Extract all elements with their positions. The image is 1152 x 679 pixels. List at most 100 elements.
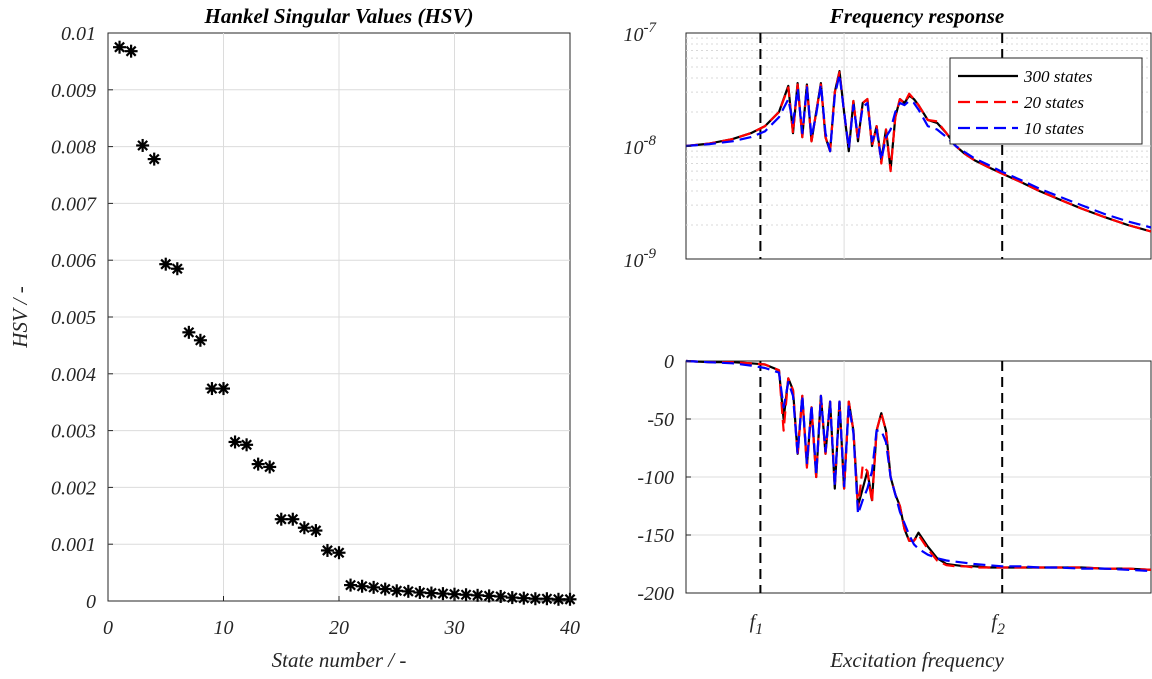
hsv-ytick-label: 0.008 [51, 137, 96, 159]
hsv-point [274, 512, 288, 526]
hsv-point [136, 138, 150, 152]
hsv-title: Hankel Singular Values (HSV) [204, 4, 474, 28]
hsv-markers [113, 40, 577, 606]
hsv-point-stroke [114, 41, 125, 53]
hsv-point [424, 586, 438, 600]
hsv-xtick-label: 30 [444, 617, 465, 639]
hsv-point [182, 325, 196, 339]
hsv-point-stroke [137, 140, 149, 151]
hsv-point-stroke [391, 585, 403, 597]
hsv-point [355, 579, 369, 593]
band-label-2: f2 [991, 611, 1005, 638]
magnitude-ytick-base: 10 [624, 250, 644, 272]
phase-y-ticks: 0 -50 -100 -150 -200 [637, 351, 691, 605]
hsv-point [551, 592, 565, 606]
hsv-point [390, 584, 404, 598]
hsv-point-stroke [333, 547, 345, 559]
hsv-point-stroke [518, 592, 530, 604]
hsv-xtick-label: 0 [103, 617, 113, 639]
hsv-point [286, 512, 300, 526]
hsv-x-ticks: 0 10 20 30 40 [103, 596, 580, 639]
hsv-ytick-label: 0.009 [51, 80, 96, 102]
hsv-point [297, 521, 311, 535]
phase-x-ticks: f1 f2 [750, 611, 1005, 638]
band-label-subscript: 2 [997, 621, 1005, 638]
phase-ytick-label: 0 [664, 351, 674, 373]
hsv-point [401, 584, 415, 598]
band-label-subscript: 1 [755, 621, 763, 638]
hsv-point-stroke [298, 522, 310, 534]
hsv-point-stroke [206, 383, 218, 394]
magnitude-ytick-exp: -9 [644, 246, 657, 262]
magnitude-ytick-base: 10 [624, 137, 644, 159]
magnitude-ytick-exp: -8 [644, 133, 657, 149]
hsv-point [344, 578, 358, 592]
magnitude-ytick-exp: -7 [644, 20, 658, 36]
legend-label-1: 300 states [1023, 67, 1093, 86]
hsv-point-stroke [275, 513, 287, 525]
hsv-point [205, 382, 219, 396]
phase-series [685, 359, 1152, 573]
phase-chart: 0-50-100-150-200 f1 f2 Excitation frequen… [637, 351, 1152, 672]
hsv-point-stroke [171, 263, 183, 275]
hsv-ytick-label: 0.003 [51, 421, 96, 443]
hsv-point [309, 524, 323, 538]
hsv-point [459, 588, 473, 602]
hsv-point-stroke [506, 592, 518, 603]
hsv-point-stroke [553, 593, 564, 605]
hsv-point-stroke [495, 591, 507, 602]
hsv-point [251, 457, 265, 471]
hsv-point-stroke [541, 593, 553, 605]
hsv-point-stroke [379, 583, 391, 595]
hsv-point [378, 582, 392, 596]
hsv-ytick-label: 0 [86, 591, 96, 613]
hsv-point-stroke [426, 587, 437, 599]
hsv-point-stroke [368, 581, 380, 593]
hsv-point [505, 591, 519, 605]
hsv-point [159, 257, 173, 271]
band-label-1: f1 [750, 611, 764, 638]
magnitude-chart: 10-710-810-9 Frequency response 300 stat… [624, 4, 1152, 272]
hsv-point-stroke [472, 589, 483, 601]
hsv-point [170, 262, 184, 276]
legend: 300 states 20 states 10 states [949, 57, 1143, 145]
hsv-ytick-label: 0.002 [51, 477, 96, 499]
hsv-point-stroke [148, 153, 160, 165]
hsv-point-stroke [125, 45, 137, 57]
hsv-xtick-label: 40 [560, 617, 580, 639]
hsv-xlabel: State number / - [272, 648, 407, 672]
phase-band-lines [759, 361, 1004, 593]
hsv-point-stroke [160, 258, 172, 270]
hsv-point-stroke [460, 589, 472, 601]
hsv-ytick-label: 0.005 [51, 307, 96, 329]
magnitude-series [685, 69, 1152, 233]
frequency-response-title: Frequency response [829, 4, 1004, 28]
hsv-point [113, 40, 127, 54]
hsv-point [436, 587, 450, 601]
hsv-point [494, 589, 508, 603]
hsv-point [263, 460, 277, 474]
hsv-xtick-label: 10 [214, 617, 234, 639]
legend-label-2: 20 states [1024, 93, 1084, 112]
hsv-point-stroke [322, 545, 333, 556]
hsv-point [482, 589, 496, 603]
hsv-point-stroke [356, 580, 368, 592]
hsv-point-stroke [195, 334, 206, 346]
hsv-point-stroke [252, 458, 264, 470]
phase-ytick-label: -100 [637, 467, 674, 489]
hsv-point-stroke [229, 436, 241, 448]
phase-series-3 [685, 359, 1152, 573]
magnitude-grid [686, 33, 1151, 259]
hsv-point [147, 152, 161, 166]
hsv-point-stroke [437, 588, 449, 600]
phase-ytick-label: -200 [637, 583, 674, 605]
hsv-point [471, 588, 485, 602]
magnitude-ytick-label: 10-8 [624, 133, 657, 159]
legend-label-3: 10 states [1024, 119, 1084, 138]
phase-ytick-label: -150 [637, 525, 674, 547]
hsv-ytick-label: 0.004 [51, 364, 96, 386]
hsv-point-stroke [529, 593, 541, 605]
hsv-ytick-label: 0.01 [61, 23, 96, 45]
magnitude-ytick-label: 10-9 [624, 246, 657, 272]
